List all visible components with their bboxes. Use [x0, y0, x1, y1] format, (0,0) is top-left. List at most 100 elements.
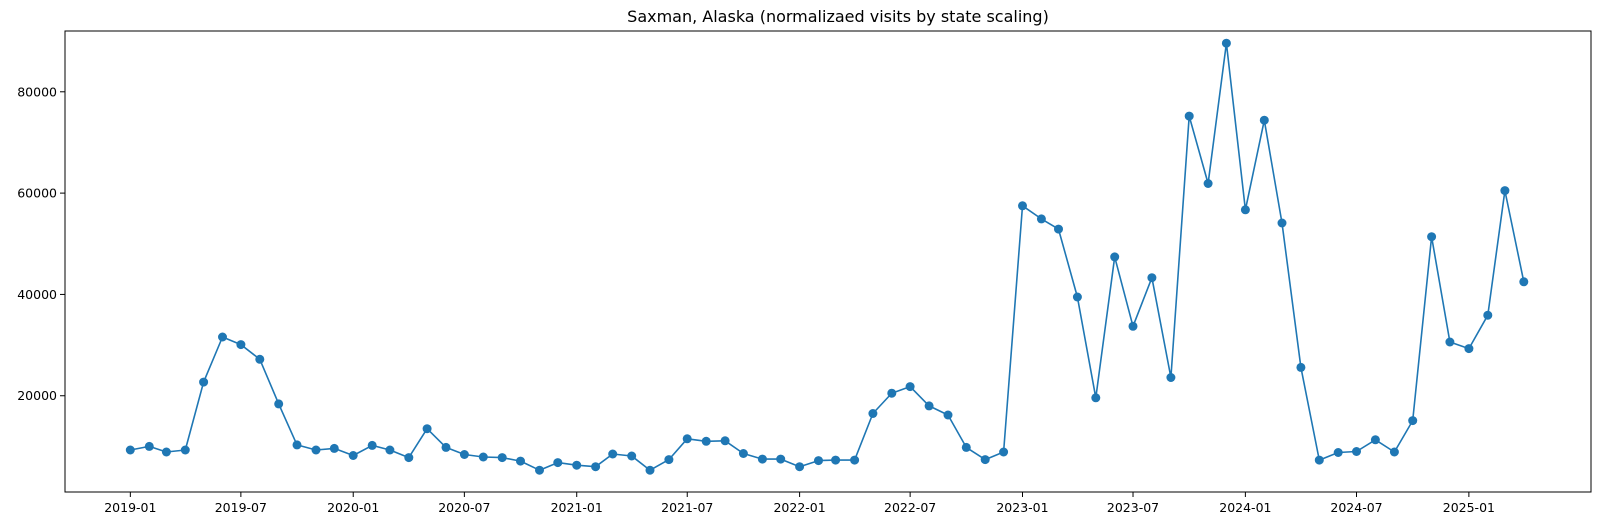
data-point [311, 445, 321, 455]
x-tick-label: 2024-07 [1330, 500, 1382, 515]
data-point [218, 332, 227, 342]
data-point [1464, 344, 1474, 354]
data-point [627, 451, 637, 461]
data-point [180, 445, 190, 455]
data-point [757, 454, 767, 464]
data-point [1036, 214, 1046, 224]
data-point [385, 445, 395, 455]
data-point [814, 456, 823, 466]
x-tick-label: 2019-07 [215, 500, 267, 515]
data-point [144, 441, 154, 451]
data-point [980, 455, 990, 465]
x-tick-label: 2022-07 [884, 500, 936, 515]
data-point [553, 458, 563, 468]
data-point [795, 462, 805, 472]
data-point [1352, 447, 1361, 456]
data-point [1314, 455, 1324, 465]
data-point [1408, 416, 1418, 426]
y-axis: 20000 40000 60000 80000 [17, 84, 65, 403]
x-tick-label: 2024-01 [1219, 500, 1271, 515]
y-tick-label: 20000 [17, 388, 57, 403]
data-point [1018, 201, 1027, 211]
data-point [701, 436, 711, 446]
data-point [1166, 373, 1176, 382]
data-point [645, 465, 655, 475]
data-point [1483, 310, 1493, 320]
data-point [1427, 232, 1437, 242]
data-point [422, 424, 432, 434]
data-point [1259, 115, 1269, 125]
data-point [682, 434, 692, 444]
data-point [441, 442, 451, 452]
x-tick-label: 2021-01 [551, 500, 603, 515]
data-point [1277, 218, 1287, 228]
data-point [1389, 447, 1399, 457]
chart-title: Saxman, Alaska (normalizaed visits by st… [627, 7, 1049, 26]
data-point [850, 455, 860, 465]
data-point [720, 436, 730, 446]
data-point [1240, 205, 1250, 215]
y-tick-label: 60000 [17, 186, 57, 201]
data-point [831, 455, 841, 465]
data-point [1203, 179, 1213, 188]
data-point [776, 454, 786, 464]
data-point [497, 453, 507, 463]
data-point [367, 440, 377, 450]
data-point [868, 409, 878, 418]
data-point [1221, 38, 1231, 48]
data-point [459, 450, 469, 459]
data-point [1296, 362, 1306, 372]
data-point [236, 340, 246, 350]
data-point [1370, 435, 1380, 445]
data-point [1519, 277, 1529, 287]
data-point [591, 462, 601, 472]
x-tick-label: 2021-07 [661, 500, 713, 515]
data-point [1333, 448, 1343, 457]
data-point [292, 440, 302, 450]
data-point [1054, 224, 1063, 234]
data-point [329, 443, 339, 453]
data-point [478, 452, 488, 462]
x-axis: 2019-01 2019-07 2020-01 2020-07 2021-01 2021-… [104, 492, 1495, 515]
data-point [1091, 393, 1101, 403]
data-point [608, 449, 618, 459]
data-markers-layer [125, 38, 1529, 475]
data-point [1445, 337, 1455, 347]
x-tick-label: 2020-07 [438, 500, 490, 515]
x-tick-label: 2019-01 [104, 500, 156, 515]
series-line [130, 42, 1525, 472]
data-point [125, 445, 135, 455]
data-point [905, 382, 915, 392]
data-point [1128, 321, 1138, 331]
x-tick-label: 2022-01 [773, 500, 825, 515]
x-tick-label: 2020-01 [327, 500, 379, 515]
data-point [1072, 292, 1082, 302]
data-point [887, 388, 897, 398]
plot-frame [64, 30, 1592, 493]
x-tick-label: 2025-01 [1443, 500, 1495, 515]
data-point [961, 442, 971, 452]
y-tick-label: 80000 [17, 84, 57, 99]
data-point [255, 354, 265, 364]
x-tick-label: 2023-01 [996, 500, 1048, 515]
data-point [1147, 273, 1157, 283]
data-point [1500, 186, 1510, 196]
data-point [943, 410, 953, 420]
data-point [348, 451, 358, 460]
data-point [999, 447, 1009, 457]
data-point [516, 456, 525, 466]
data-point [404, 453, 414, 463]
data-point [572, 460, 582, 470]
data-point [738, 449, 748, 458]
series-line-layer [130, 42, 1525, 472]
data-point [199, 377, 209, 387]
data-point [1184, 111, 1194, 121]
data-point [274, 399, 284, 409]
x-tick-label: 2023-07 [1107, 500, 1159, 515]
data-point [535, 465, 544, 475]
data-point [924, 401, 934, 411]
y-tick-label: 40000 [17, 287, 57, 302]
data-point [1110, 252, 1120, 262]
